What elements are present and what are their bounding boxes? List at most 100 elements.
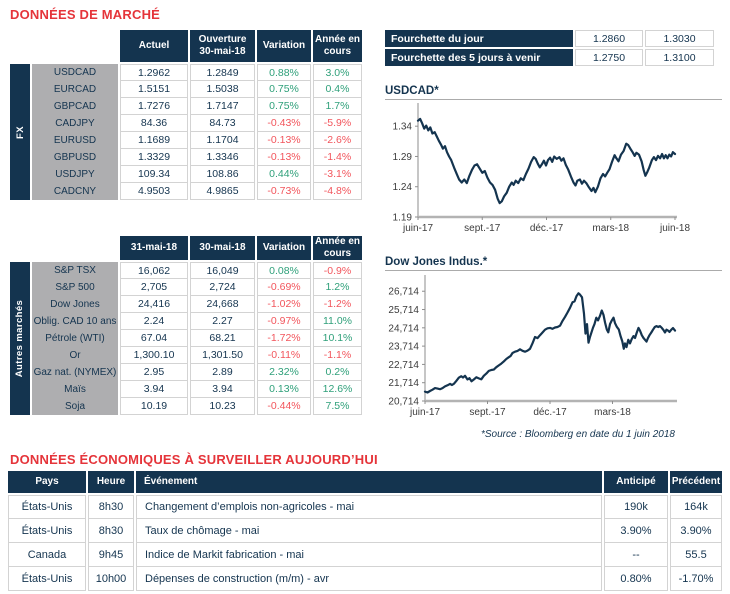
event-cell: Changement d’emplois non-agricoles - mai [136,495,602,519]
y-axis-label: 1.34 [393,122,413,133]
price-line [416,117,677,205]
value-cell: 1.5038 [190,81,255,98]
value-cell: 7.5% [313,398,362,415]
row-label: USDCAD [32,64,118,81]
value-cell: 11.0% [313,313,362,330]
value-cell: -0.11% [257,347,311,364]
value-cell: 3.0% [313,64,362,81]
range-table: Fourchette du jour 1.2860 1.3030 Fourchette… [385,30,714,66]
value-cell: 16,049 [190,262,255,279]
value-cell: 84.73 [190,115,255,132]
value-cell: -0.13% [257,132,311,149]
value-cell: 84.36 [120,115,188,132]
value-cell: 4.9865 [190,183,255,200]
row-label: EURUSD [32,132,118,149]
value-cell: 1.7276 [120,98,188,115]
value-cell: 0.75% [257,81,311,98]
value-cell: 1.7% [313,98,362,115]
range-label: Fourchette du jour [385,30,573,47]
value-cell: 16,062 [120,262,188,279]
row-label: Or [32,347,118,364]
value-cell: -0.73% [257,183,311,200]
row-label: Maïs [32,381,118,398]
value-cell: -5.9% [313,115,362,132]
value-cell: -2.6% [313,132,362,149]
value-cell: 2.24 [120,313,188,330]
chart-title: USDCAD* [385,85,722,100]
column-header: 31-mai-18 [120,236,188,260]
value-cell: -0.9% [313,262,362,279]
value-cell: 2,724 [190,279,255,296]
value-cell: 0.80% [604,567,668,591]
y-axis-label: 21,714 [388,378,419,389]
value-cell: 8h30 [88,519,134,543]
column-header: Variation [257,236,311,260]
price-line [423,292,677,394]
row-label: S&P 500 [32,279,118,296]
header-spacer [10,236,118,262]
event-cell: Indice de Markit fabrication - mai [136,543,602,567]
section-title-market-data: DONNÉES DE MARCHÉ [10,7,161,22]
value-cell: 3.94 [120,381,188,398]
column-header: Heure [88,471,134,493]
chart-usdcad-plot: 1.19 1.24 1.29 1.34 juin-17 sept.-17 déc.-17 ma… [393,103,690,234]
value-cell: 2.32% [257,364,311,381]
value-cell: 1.5151 [120,81,188,98]
y-axis-label: 1.29 [393,152,413,163]
value-cell: -0.69% [257,279,311,296]
value-cell: 10.19 [120,398,188,415]
value-cell: 2.95 [120,364,188,381]
column-header: Actuel [120,30,188,62]
usdcad-chart: USDCAD* 1.19 1.24 1.29 1.34 juin-17 sept.-17 dé… [385,85,722,238]
x-axis-label: déc.-17 [530,223,564,234]
row-label: GBPUSD [32,149,118,166]
value-cell: 0.08% [257,262,311,279]
value-cell: -1.70% [670,567,722,591]
x-axis-label: juin-17 [409,407,440,418]
y-axis-label: 1.19 [393,213,413,224]
value-cell: 1,301.50 [190,347,255,364]
row-label: CADJPY [32,115,118,132]
value-cell: 0.44% [257,166,311,183]
range-low: 1.2750 [575,49,643,66]
header-spacer [10,30,118,64]
value-cell: 109.34 [120,166,188,183]
value-cell: 3.90% [670,519,722,543]
value-cell: 3.90% [604,519,668,543]
value-cell: 0.75% [257,98,311,115]
y-axis-label: 26,714 [388,287,419,298]
row-label: CADCNY [32,183,118,200]
value-cell: -0.44% [257,398,311,415]
value-cell: -0.13% [257,149,311,166]
value-cell: -1.4% [313,149,362,166]
value-cell: 0.88% [257,64,311,81]
value-cell: 24,668 [190,296,255,313]
chart-title: Dow Jones Indus.* [385,256,722,271]
value-cell: 1.7147 [190,98,255,115]
event-cell: Dépenses de construction (m/m) - avr [136,567,602,591]
value-cell: 108.86 [190,166,255,183]
value-cell: -4.8% [313,183,362,200]
dowjones-chart: Dow Jones Indus.* 20,714 21,714 22,714 23,71… [385,256,722,421]
value-cell: 1.3329 [120,149,188,166]
row-label: Oblig. CAD 10 ans [32,313,118,330]
x-axis-label: juin-18 [659,223,690,234]
value-cell: 68.21 [190,330,255,347]
value-cell: -1.1% [313,347,362,364]
group-label: FX [10,64,30,200]
value-cell: 1.2849 [190,64,255,81]
group-label-text: FX [14,125,26,139]
value-cell: 3.94 [190,381,255,398]
chart-dow-plot: 20,714 21,714 22,714 23,714 24,714 25,714 26,7… [388,275,677,418]
range-label: Fourchette des 5 jours à venir [385,49,573,66]
row-label: Soja [32,398,118,415]
value-cell: 190k [604,495,668,519]
range-high: 1.3100 [645,49,714,66]
value-cell: 0.13% [257,381,311,398]
value-cell: États-Unis [8,567,86,591]
value-cell: 0.4% [313,81,362,98]
y-axis-label: 24,714 [388,323,419,334]
value-cell: 9h45 [88,543,134,567]
row-label: GBPCAD [32,98,118,115]
